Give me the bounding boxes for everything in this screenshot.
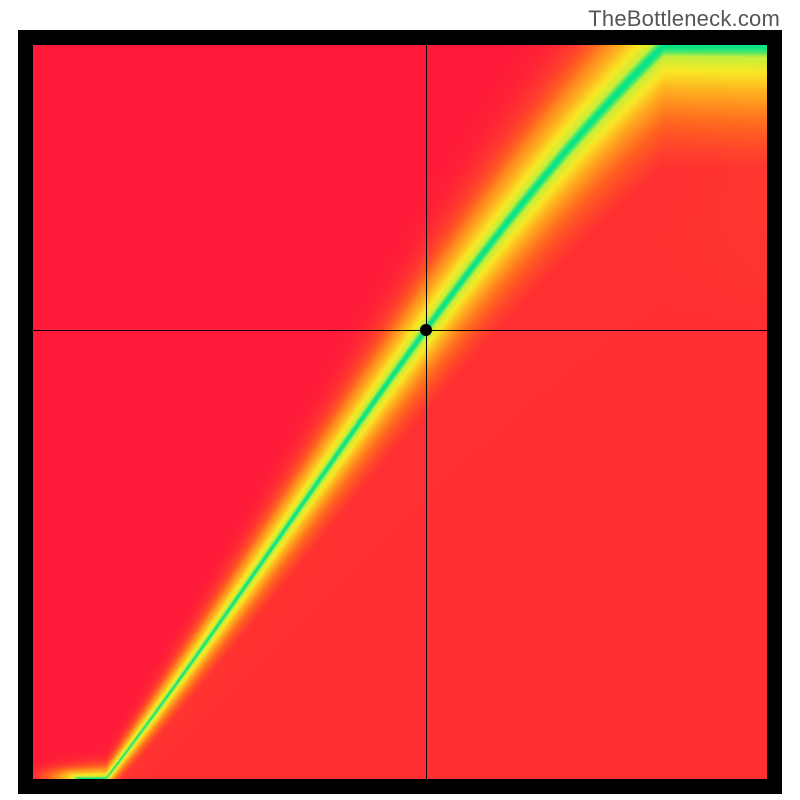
plot-area — [33, 45, 767, 779]
crosshair-vertical — [426, 45, 427, 779]
crosshair-horizontal — [33, 330, 767, 331]
marker-dot — [420, 324, 432, 336]
chart-frame — [18, 30, 782, 794]
watermark-text: TheBottleneck.com — [588, 6, 780, 32]
chart-container: TheBottleneck.com — [0, 0, 800, 800]
heatmap-canvas — [33, 45, 767, 779]
